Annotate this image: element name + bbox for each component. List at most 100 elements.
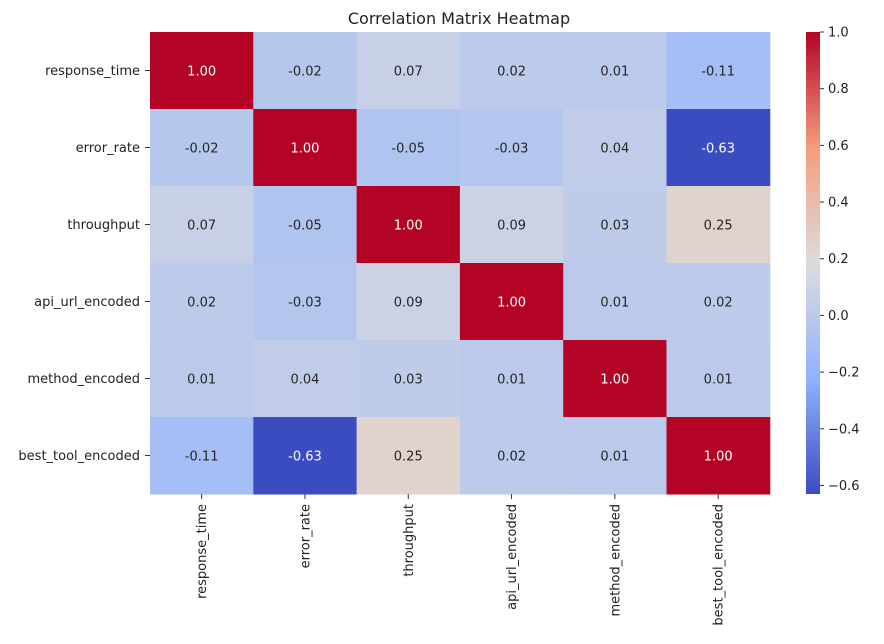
colorbar-tick-label: 0.8 xyxy=(828,82,849,97)
y-axis-tick-labels: response_time error_rate throughput api_url… xyxy=(18,64,150,464)
heatmap-cell-5-4 xyxy=(563,417,667,495)
y-tick-label: throughput xyxy=(67,218,140,233)
colorbar-tick-label: 0.6 xyxy=(828,139,849,154)
heatmap-cell-5-3 xyxy=(459,417,564,495)
heatmap-cell-3-0 xyxy=(150,263,254,341)
cell-value-label: 0.02 xyxy=(187,296,216,311)
heatmap-cell-2-0 xyxy=(150,186,254,264)
cell-value-label: -0.03 xyxy=(495,142,529,157)
cell-value-label: 0.01 xyxy=(187,373,216,388)
cell-value-label: 0.01 xyxy=(600,296,629,311)
colorbar-tick-label: 0.2 xyxy=(828,252,849,267)
heatmap-cell-3-1 xyxy=(253,263,358,341)
colorbar-tick-label: 1.0 xyxy=(828,26,849,41)
x-tick-label: api_url_encoded xyxy=(505,504,520,610)
cell-value-label: -0.02 xyxy=(185,142,219,157)
colorbar-tick-label: −0.2 xyxy=(828,366,860,381)
chart-title: Correlation Matrix Heatmap xyxy=(348,9,570,28)
y-tick-label: api_url_encoded xyxy=(34,295,140,310)
heatmap-cell-2-1 xyxy=(253,186,358,264)
cell-value-label: 0.02 xyxy=(497,450,526,465)
heatmap-cell-1-3 xyxy=(459,109,564,187)
cell-value-label: -0.63 xyxy=(701,142,735,157)
cell-value-label: -0.05 xyxy=(288,219,322,234)
cell-value-label: 0.01 xyxy=(600,450,629,465)
colorbar-tick-label: −0.4 xyxy=(828,422,860,437)
heatmap-cell-4-3 xyxy=(459,340,564,418)
y-tick-label: best_tool_encoded xyxy=(18,449,140,464)
cell-value-label: 0.04 xyxy=(290,373,319,388)
heatmap-cells: 1.00 -0.02 0.07 0.02 0.01 -0.11 -0.02 1.00 -0.05… xyxy=(150,32,771,495)
colorbar-tick-label: 0.0 xyxy=(828,309,849,324)
cell-value-label: -0.63 xyxy=(288,450,322,465)
cell-value-label: 0.07 xyxy=(394,65,423,80)
heatmap-cell-4-0 xyxy=(150,340,254,418)
cell-value-label: 1.00 xyxy=(290,142,319,157)
x-tick-label: error_rate xyxy=(298,504,313,568)
cell-value-label: 0.02 xyxy=(497,65,526,80)
y-tick-label: error_rate xyxy=(76,141,140,156)
heatmap-cell-0-1 xyxy=(253,32,358,110)
cell-value-label: 0.07 xyxy=(187,219,216,234)
heatmap-cell-4-5 xyxy=(666,340,771,418)
x-tick-label: response_time xyxy=(195,504,210,599)
colorbar: 1.0 0.8 0.6 0.4 0.2 0.0 −0.2 −0.4 −0.6 xyxy=(806,26,860,494)
cell-value-label: 0.03 xyxy=(394,373,423,388)
colorbar-tick-label: −0.6 xyxy=(828,479,860,494)
heatmap-cell-1-1 xyxy=(253,109,358,187)
cell-value-label: 1.00 xyxy=(394,219,423,234)
cell-value-label: -0.11 xyxy=(701,65,735,80)
cell-value-label: 0.09 xyxy=(394,296,423,311)
cell-value-label: 0.25 xyxy=(704,219,733,234)
cell-value-label: 0.02 xyxy=(704,296,733,311)
heatmap-cell-1-0 xyxy=(150,109,254,187)
cell-value-label: -0.03 xyxy=(288,296,322,311)
cell-value-label: 1.00 xyxy=(187,65,216,80)
heatmap-cell-0-2 xyxy=(356,32,461,110)
heatmap-cell-2-4 xyxy=(563,186,667,264)
cell-value-label: 0.01 xyxy=(704,373,733,388)
cell-value-label: 1.00 xyxy=(497,296,526,311)
heatmap-cell-4-1 xyxy=(253,340,358,418)
cell-value-label: -0.05 xyxy=(391,142,425,157)
heatmap-cell-0-4 xyxy=(563,32,667,110)
cell-value-label: 1.00 xyxy=(704,450,733,465)
cell-value-label: 0.09 xyxy=(497,219,526,234)
x-axis-tick-labels: response_time error_rate throughput api_url… xyxy=(195,494,727,626)
y-tick-label: method_encoded xyxy=(27,372,140,387)
heatmap-cell-3-2 xyxy=(356,263,461,341)
heatmap-cell-3-5 xyxy=(666,263,771,341)
heatmap-cell-3-4 xyxy=(563,263,667,341)
cell-value-label: -0.02 xyxy=(288,65,322,80)
cell-value-label: 0.03 xyxy=(600,219,629,234)
x-tick-label: method_encoded xyxy=(608,504,623,617)
heatmap-cell-2-5 xyxy=(666,186,771,264)
cell-value-label: 0.01 xyxy=(497,373,526,388)
x-tick-label: throughput xyxy=(402,504,417,577)
heatmap-cell-1-4 xyxy=(563,109,667,187)
cell-value-label: 1.00 xyxy=(600,373,629,388)
heatmap-cell-1-5 xyxy=(666,109,771,187)
heatmap-cell-0-3 xyxy=(459,32,564,110)
heatmap-cell-2-2 xyxy=(356,186,461,264)
heatmap-cell-1-2 xyxy=(356,109,461,187)
cell-value-label: 0.25 xyxy=(394,450,423,465)
heatmap-cell-5-0 xyxy=(150,417,254,495)
y-tick-label: response_time xyxy=(45,64,140,79)
cell-value-label: 0.01 xyxy=(600,65,629,80)
colorbar-tick-label: 0.4 xyxy=(828,196,849,211)
heatmap-cell-2-3 xyxy=(459,186,564,264)
heatmap-cell-3-3 xyxy=(459,263,564,341)
cell-value-label: 0.04 xyxy=(600,142,629,157)
heatmap-cell-4-4 xyxy=(563,340,667,418)
heatmap-cell-5-2 xyxy=(356,417,461,495)
heatmap-cell-5-1 xyxy=(253,417,358,495)
cell-value-label: -0.11 xyxy=(185,450,219,465)
heatmap-cell-4-2 xyxy=(356,340,461,418)
heatmap-cell-5-5 xyxy=(666,417,771,495)
heatmap-cell-0-0 xyxy=(150,32,254,110)
heatmap-cell-0-5 xyxy=(666,32,771,110)
x-tick-label: best_tool_encoded xyxy=(712,504,727,626)
colorbar-gradient xyxy=(806,32,820,494)
